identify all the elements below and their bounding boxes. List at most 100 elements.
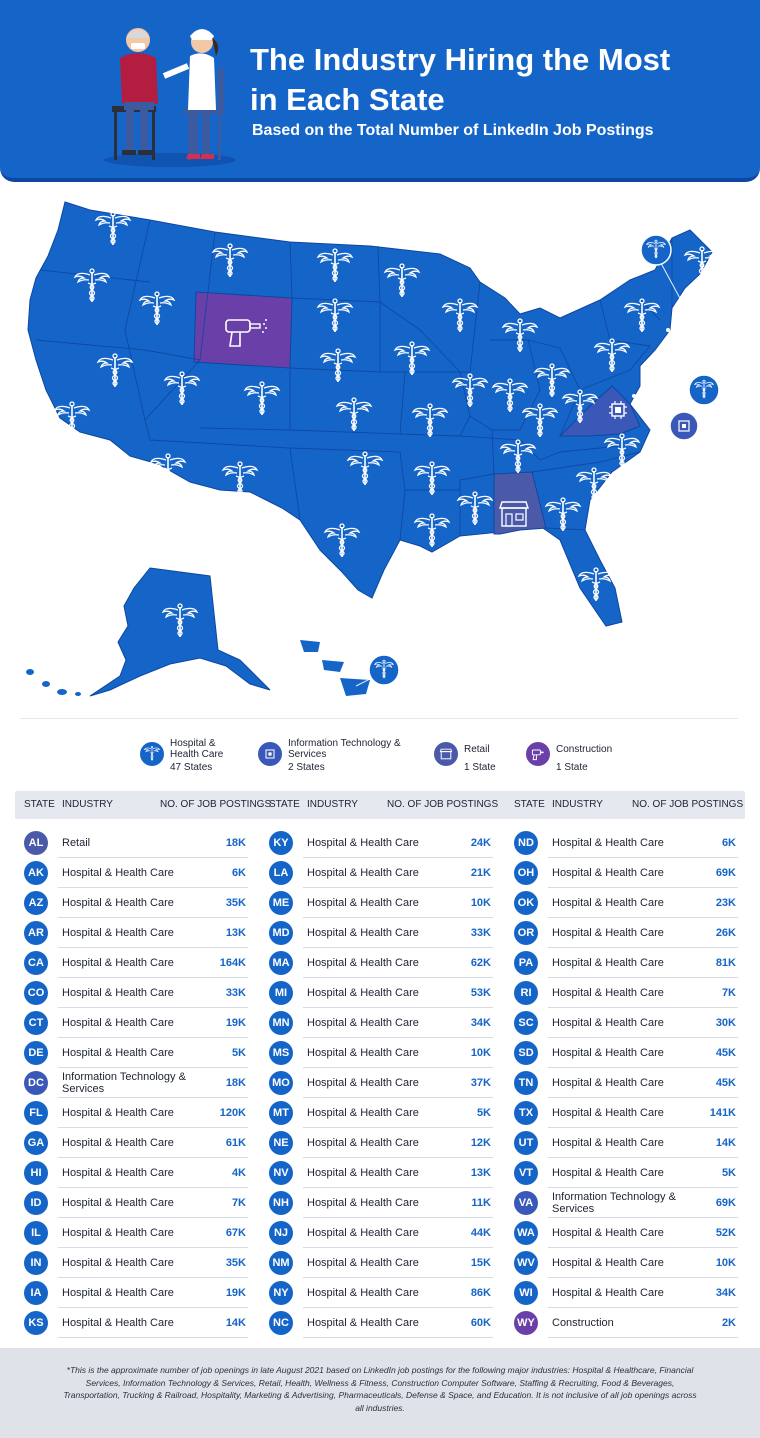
job-postings-count: 5K bbox=[231, 1047, 246, 1059]
industry-name: Hospital & Health Care bbox=[62, 987, 174, 999]
industry-name: Hospital & Health Care bbox=[307, 927, 419, 939]
table-row: TN Hospital & Health Care 45K bbox=[514, 1068, 738, 1098]
row-divider bbox=[303, 947, 493, 948]
job-postings-count: 120K bbox=[219, 1107, 246, 1119]
state-badge: IN bbox=[24, 1251, 48, 1275]
job-postings-count: 37K bbox=[470, 1077, 491, 1089]
job-postings-count: 33K bbox=[470, 927, 491, 939]
industry-name: Hospital & Health Care bbox=[552, 837, 664, 849]
industry-name: Hospital & Health Care bbox=[552, 1137, 664, 1149]
table-row: MD Hospital & Health Care 33K bbox=[269, 918, 493, 948]
state-badge: LA bbox=[269, 861, 293, 885]
state-badge: NH bbox=[269, 1191, 293, 1215]
state-badge: AK bbox=[24, 861, 48, 885]
state-badge: NE bbox=[269, 1131, 293, 1155]
industry-name: Hospital & Health Care bbox=[552, 1257, 664, 1269]
job-postings-count: 7K bbox=[231, 1197, 246, 1209]
col-industry: INDUSTRY bbox=[552, 799, 603, 810]
job-postings-count: 34K bbox=[470, 1017, 491, 1029]
row-divider bbox=[58, 947, 248, 948]
row-divider bbox=[548, 917, 738, 918]
job-postings-count: 61K bbox=[225, 1137, 246, 1149]
state-badge: CO bbox=[24, 981, 48, 1005]
row-divider bbox=[303, 1337, 493, 1338]
row-divider bbox=[303, 1247, 493, 1248]
table-row: CT Hospital & Health Care 19K bbox=[24, 1008, 248, 1038]
row-divider bbox=[58, 1157, 248, 1158]
row-divider bbox=[548, 1247, 738, 1248]
table-row: IN Hospital & Health Care 35K bbox=[24, 1248, 248, 1278]
table-header: STATE INDUSTRY NO. OF JOB POSTINGS STATE… bbox=[15, 791, 745, 819]
industry-name: Information Technology & Services bbox=[62, 1071, 186, 1095]
job-postings-count: 2K bbox=[721, 1317, 736, 1329]
state-badge: MD bbox=[269, 921, 293, 945]
state-badge: OK bbox=[514, 891, 538, 915]
table-row: UT Hospital & Health Care 14K bbox=[514, 1128, 738, 1158]
industry-name: Hospital & Health Care bbox=[307, 1107, 419, 1119]
table-row: SD Hospital & Health Care 45K bbox=[514, 1038, 738, 1068]
table-row: NM Hospital & Health Care 15K bbox=[269, 1248, 493, 1278]
table-row: DE Hospital & Health Care 5K bbox=[24, 1038, 248, 1068]
industry-name: Hospital & Health Care bbox=[62, 897, 174, 909]
row-divider bbox=[548, 1037, 738, 1038]
industry-name: Hospital & Health Care bbox=[552, 1107, 664, 1119]
state-badge: KS bbox=[24, 1311, 48, 1335]
callout-hi bbox=[368, 654, 400, 686]
table-row: WA Hospital & Health Care 52K bbox=[514, 1218, 738, 1248]
row-divider bbox=[58, 1097, 248, 1098]
state-badge: MT bbox=[269, 1101, 293, 1125]
industry-name: Hospital & Health Care bbox=[62, 1227, 174, 1239]
table-row: MT Hospital & Health Care 5K bbox=[269, 1098, 493, 1128]
job-postings-count: 33K bbox=[225, 987, 246, 999]
state-badge: NV bbox=[269, 1161, 293, 1185]
job-postings-count: 45K bbox=[715, 1047, 736, 1059]
job-postings-count: 13K bbox=[225, 927, 246, 939]
industry-name: Construction bbox=[552, 1317, 614, 1329]
industry-name: Retail bbox=[62, 837, 91, 849]
job-postings-count: 18K bbox=[225, 837, 246, 849]
industry-name: Hospital & Health Care bbox=[552, 1167, 664, 1179]
state-badge: MA bbox=[269, 951, 293, 975]
table-row: HI Hospital & Health Care 4K bbox=[24, 1158, 248, 1188]
table-row: NV Hospital & Health Care 13K bbox=[269, 1158, 493, 1188]
industry-name: Hospital & Health Care bbox=[552, 927, 664, 939]
job-postings-count: 26K bbox=[715, 927, 736, 939]
legend-label: Information Technology & Services bbox=[288, 738, 401, 760]
state-badge: NM bbox=[269, 1251, 293, 1275]
industry-name: Hospital & Health Care bbox=[307, 957, 419, 969]
us-states-map bbox=[26, 201, 720, 697]
row-divider bbox=[58, 1337, 248, 1338]
industry-name: Hospital & Health Care bbox=[307, 1017, 419, 1029]
industry-name: Hospital & Health Care bbox=[307, 1077, 419, 1089]
row-divider bbox=[548, 887, 738, 888]
state-badge: NJ bbox=[269, 1221, 293, 1245]
row-divider bbox=[303, 917, 493, 918]
chip-icon bbox=[258, 742, 282, 766]
industry-name: Hospital & Health Care bbox=[307, 1287, 419, 1299]
job-postings-count: 5K bbox=[721, 1167, 736, 1179]
table-row: CO Hospital & Health Care 33K bbox=[24, 978, 248, 1008]
state-badge: DE bbox=[24, 1041, 48, 1065]
industry-name: Hospital & Health Care bbox=[62, 1137, 174, 1149]
job-postings-count: 52K bbox=[715, 1227, 736, 1239]
table-row: WY Construction 2K bbox=[514, 1308, 738, 1338]
table-row: MO Hospital & Health Care 37K bbox=[269, 1068, 493, 1098]
state-badge: IA bbox=[24, 1281, 48, 1305]
state-badge: MS bbox=[269, 1041, 293, 1065]
job-postings-count: 164K bbox=[219, 957, 246, 969]
col-postings: NO. OF JOB POSTINGS bbox=[387, 799, 499, 810]
industry-name: Hospital & Health Care bbox=[307, 1197, 419, 1209]
job-postings-count: 7K bbox=[721, 987, 736, 999]
col-state: STATE bbox=[514, 799, 545, 810]
table-row: GA Hospital & Health Care 61K bbox=[24, 1128, 248, 1158]
state-badge: WI bbox=[514, 1281, 538, 1305]
industry-name: Hospital & Health Care bbox=[307, 867, 419, 879]
row-divider bbox=[548, 1067, 738, 1068]
job-postings-count: 6K bbox=[231, 867, 246, 879]
job-postings-count: 14K bbox=[225, 1317, 246, 1329]
table-row: NC Hospital & Health Care 60K bbox=[269, 1308, 493, 1338]
industry-name: Hospital & Health Care bbox=[552, 987, 664, 999]
row-divider bbox=[58, 1217, 248, 1218]
industry-name: Hospital & Health Care bbox=[62, 957, 174, 969]
state-badge: VA bbox=[514, 1191, 538, 1215]
